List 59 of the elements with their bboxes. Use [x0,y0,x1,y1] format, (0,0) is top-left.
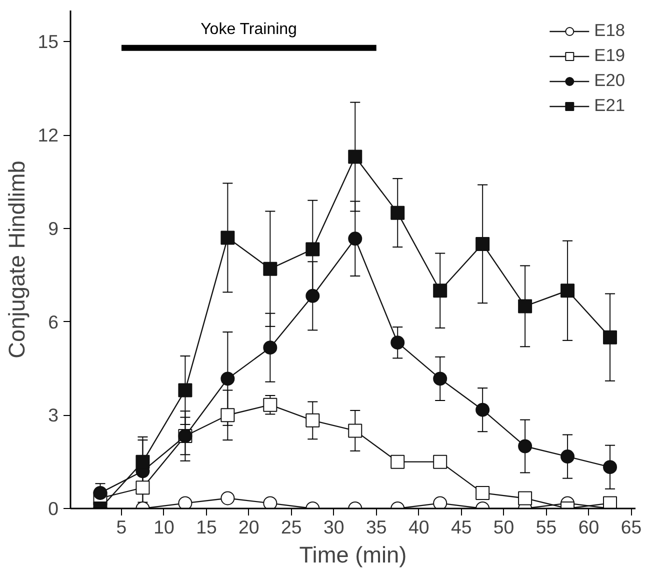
x-tick-label: 20 [238,516,260,538]
x-tick-label: 55 [536,516,557,538]
point [136,480,150,495]
point [390,206,405,220]
point [263,262,278,276]
legend-label: E19 [594,45,625,66]
y-tick-label: 12 [38,124,59,146]
point [220,491,235,506]
point [263,340,278,355]
y-tick-label: 0 [48,498,59,519]
x-tick-label: 40 [408,516,430,538]
point [476,486,490,500]
point [348,150,362,164]
point [518,491,532,506]
point [518,439,532,454]
y-axis-title: Conjugate Hindlimb [4,160,30,358]
point [390,336,405,350]
x-tick-label: 35 [366,516,387,538]
x-axis-title: Time (min) [299,542,407,568]
y-tick-label: 3 [48,404,59,426]
point [476,236,490,251]
point [433,454,448,469]
x-tick-label: 25 [281,516,302,538]
legend-label: E18 [594,20,625,41]
point [220,230,235,245]
x-tick-label: 60 [578,516,600,538]
point [603,460,618,474]
x-tick-label: 10 [154,516,174,538]
point [476,402,490,417]
legend-label: E21 [594,95,625,116]
point [136,454,150,469]
x-tick-label: 30 [324,516,344,538]
point [390,454,405,469]
x-tick-label: 65 [620,516,642,538]
point [220,372,235,386]
point [433,284,448,298]
point [348,424,362,438]
point [178,383,192,398]
point [560,450,575,464]
point [348,232,362,246]
y-tick-label: 6 [48,311,59,332]
annotation: Yoke Training [200,20,297,38]
point [306,413,320,428]
point [220,408,235,422]
x-tick-label: 15 [196,516,217,538]
point [93,486,108,500]
point [263,398,278,412]
y-tick-label: 15 [38,31,59,52]
point [518,299,532,314]
x-tick-label: 5 [116,516,127,538]
y-tick-label: 9 [48,218,59,239]
point [306,288,320,303]
legend-label: E20 [594,70,625,91]
point [560,284,575,298]
point [306,242,320,256]
point [603,330,618,344]
x-tick-label: 45 [450,516,472,538]
point [433,372,448,386]
x-tick-label: 50 [493,516,514,538]
